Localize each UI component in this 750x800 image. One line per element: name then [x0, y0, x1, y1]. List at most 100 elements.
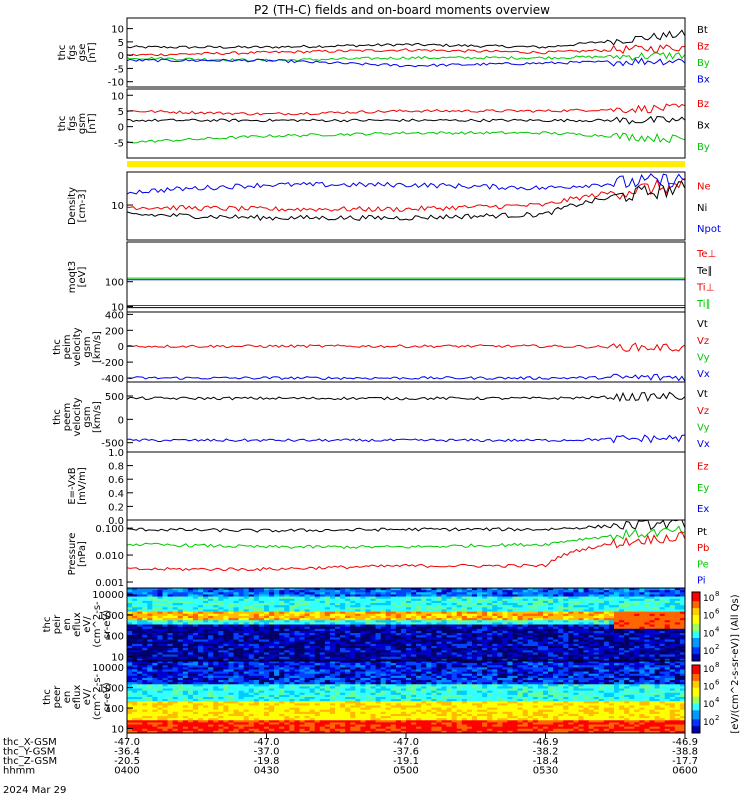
spectrogram-cell — [162, 675, 168, 679]
spectrogram-cell — [289, 611, 295, 615]
spectrogram-cell — [314, 603, 321, 606]
spectrogram-cell — [329, 600, 336, 604]
spectrogram-cell — [598, 628, 605, 632]
spectrogram-cell — [345, 639, 351, 642]
spectrogram-cell — [127, 630, 133, 634]
spectrogram-cell — [416, 650, 422, 653]
spectrogram-cell — [172, 611, 179, 615]
spectrogram-cell — [253, 598, 260, 602]
spectrogram-cell — [613, 652, 620, 655]
spectrogram-cell — [223, 620, 229, 623]
spectrogram-cell — [269, 648, 275, 651]
legend-ex: Ex — [697, 504, 709, 515]
spectrogram-cell — [294, 626, 300, 630]
spectrogram-cell — [294, 648, 300, 651]
spectrogram-cell — [659, 598, 666, 602]
spectrogram-cell — [365, 594, 371, 597]
spectrogram-cell — [588, 628, 594, 632]
spectrogram-cell — [613, 615, 620, 619]
spectrogram-cell — [548, 633, 554, 636]
spectrogram-cell — [416, 677, 422, 681]
spectrogram-cell — [263, 680, 270, 683]
spectrogram-cell — [619, 637, 625, 640]
spectrogram-cell — [548, 671, 554, 675]
spectrogram-cell — [466, 596, 473, 600]
spectrogram-cell — [416, 656, 422, 660]
spectrogram-cell — [385, 645, 392, 649]
spectrogram-cell — [329, 626, 336, 630]
spectrogram-cell — [319, 661, 326, 664]
spectrogram-cell — [624, 652, 630, 655]
spectrogram-cell — [471, 661, 478, 664]
spectrogram-cell — [319, 609, 326, 612]
spectrogram-cell — [507, 643, 513, 647]
spectrogram-cell — [456, 607, 463, 610]
spectrogram-cell — [466, 603, 473, 606]
spectrogram-cell — [436, 620, 442, 623]
spectrogram-cell — [324, 596, 331, 600]
spectrogram-cell — [314, 596, 321, 600]
legend-vz: Vz — [697, 406, 709, 417]
spectrogram-cell — [583, 648, 589, 651]
spectrogram-cell — [497, 637, 503, 640]
spectrogram-cell — [426, 603, 432, 606]
spectrogram-cell — [674, 663, 681, 666]
spectrogram-cell — [243, 607, 250, 610]
spectrogram-cell — [162, 611, 168, 615]
spectrogram-cell — [263, 628, 270, 632]
spectrogram-cell — [233, 590, 239, 593]
spectrogram-cell — [238, 680, 244, 683]
spectrogram-cell — [426, 661, 432, 664]
spectrogram-cell — [406, 611, 412, 615]
spectrogram-cell — [350, 603, 356, 606]
spectrogram-cell — [603, 628, 610, 632]
spectrogram-cell — [289, 598, 295, 602]
spectrogram-cell — [644, 641, 650, 645]
spectrogram-cell — [411, 673, 417, 677]
spectrogram-cell — [228, 680, 234, 683]
spectrogram-cell — [360, 633, 366, 636]
spectrogram-cell — [619, 620, 625, 623]
spectrogram-cell — [395, 633, 402, 636]
spectrogram-cell — [360, 650, 366, 653]
spectrogram-cell — [593, 661, 600, 664]
spectrogram-cell — [329, 598, 336, 602]
spectrogram-cell — [167, 633, 173, 636]
spectrogram-cell — [203, 669, 209, 672]
spectrogram-cell — [537, 607, 544, 610]
spectrogram-cell — [553, 669, 559, 672]
spectrogram-cell — [456, 618, 463, 621]
legend-ey: Ey — [697, 483, 709, 494]
spectrogram-cell — [487, 639, 493, 642]
spectrogram-cell — [355, 680, 361, 683]
spectrogram-cell — [208, 643, 214, 647]
spectrogram-cell — [137, 680, 143, 683]
spectrogram-cell — [578, 635, 584, 638]
spectrogram-cell — [132, 624, 138, 627]
spectrogram-cell — [329, 594, 336, 597]
spectrogram-cell — [421, 607, 427, 610]
spectrogram-cell — [127, 609, 133, 612]
y-axis-label: peir — [52, 614, 63, 634]
spectrogram-cell — [334, 643, 341, 647]
spectrogram-cell — [365, 669, 371, 672]
spectrogram-cell — [634, 613, 640, 617]
spectrogram-cell — [507, 671, 513, 675]
spectrogram-cell — [664, 600, 671, 604]
spectrogram-cell — [147, 669, 153, 672]
spectrogram-cell — [157, 600, 163, 604]
spectrogram-cell — [563, 669, 569, 672]
spectrogram-cell — [512, 667, 518, 670]
spectrogram-cell — [416, 607, 422, 610]
spectrogram-cell — [436, 643, 442, 647]
spectrogram-cell — [187, 605, 194, 608]
spectrogram-cell — [172, 639, 179, 642]
spectrogram-cell — [537, 613, 544, 617]
spectrogram-cell — [380, 618, 387, 621]
spectrogram-cell — [319, 626, 326, 630]
spectrogram-cell — [461, 605, 468, 608]
spectrogram-cell — [329, 615, 336, 619]
spectrogram-cell — [192, 643, 199, 647]
spectrogram-cell — [502, 645, 508, 649]
